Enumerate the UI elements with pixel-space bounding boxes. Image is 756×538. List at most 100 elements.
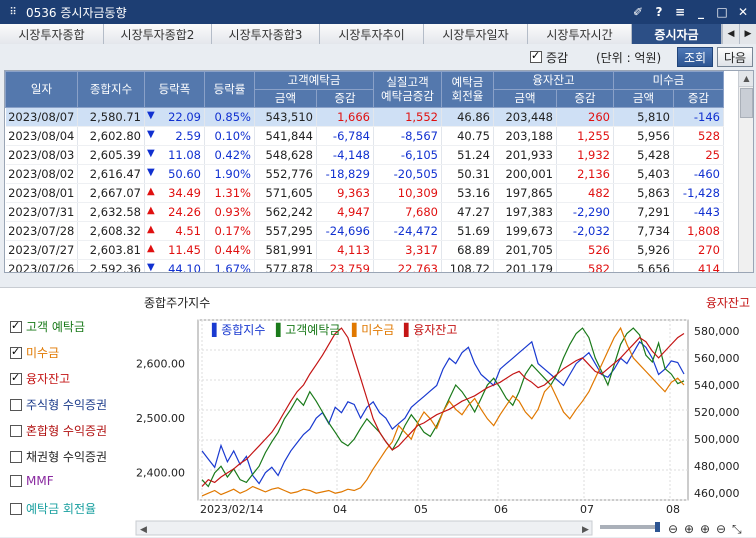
chart-hscrollbar <box>135 520 593 536</box>
series-checkbox[interactable] <box>10 371 22 385</box>
series-checkbox[interactable] <box>10 345 22 359</box>
grip-icon[interactable]: ⠿ <box>9 6 17 18</box>
help-icon[interactable]: ? <box>655 5 663 19</box>
table-row[interactable]: 2023/08/04 2,602.80 ▼ 2.59 0.10% 541,844 -6,78… <box>5 126 724 146</box>
table-cell: 203,188 <box>493 126 557 146</box>
series-checkbox[interactable] <box>10 319 22 333</box>
next-button[interactable]: 다음 <box>717 47 753 67</box>
col-unpaid-amount[interactable]: 금액 <box>613 89 674 108</box>
table-cell: ▼ 2.59 <box>144 126 205 146</box>
col-turnover[interactable]: 예탁금 회전율 <box>441 71 494 108</box>
maximize-icon[interactable]: □ <box>716 5 728 19</box>
close-icon[interactable]: ✕ <box>737 5 749 19</box>
col-date[interactable]: 일자 <box>5 71 78 108</box>
table-cell: ▲ 34.49 <box>144 183 205 203</box>
table-cell: 557,295 <box>254 221 317 241</box>
table-cell: 528 <box>673 126 724 146</box>
table-cell: -460 <box>673 164 724 184</box>
table-row[interactable]: 2023/08/03 2,605.39 ▼ 11.08 0.42% 548,628 -4,1… <box>5 145 724 165</box>
series-checkbox[interactable] <box>10 398 22 411</box>
tab-stock-funds[interactable]: 증시자금 <box>632 24 722 44</box>
table-row[interactable]: 2023/07/31 2,632.58 ▲ 24.26 0.93% 562,242 4,94… <box>5 202 724 222</box>
table-cell: -20,505 <box>373 164 442 184</box>
table-cell: 7,680 <box>373 202 442 222</box>
table-cell: ▼ 22.09 <box>144 107 205 127</box>
table-row[interactable]: 2023/08/07 2,580.71 ▼ 22.09 0.85% 543,510 1,66… <box>5 107 724 127</box>
zoom-tool-icon[interactable]: ⊖ <box>716 522 726 536</box>
scroll-up-icon[interactable]: ▲ <box>739 71 753 87</box>
table-cell: -2,032 <box>556 221 614 241</box>
table-cell: 200,001 <box>493 164 557 184</box>
search-button[interactable]: 조회 <box>677 47 713 67</box>
scroll-thumb[interactable] <box>740 88 753 118</box>
zoom-tool-icon[interactable]: ⊕ <box>700 522 710 536</box>
tab-market-summary-2[interactable]: 시장투자종합2 <box>104 24 212 44</box>
series-toggle[interactable]: 예탁금 회전율 <box>10 500 96 517</box>
tab-prev-icon[interactable]: ◀ <box>722 24 739 44</box>
col-deposit-delta[interactable]: 증감 <box>316 89 374 108</box>
col-credit-amount[interactable]: 금액 <box>493 89 557 108</box>
change-checkbox[interactable] <box>530 49 542 63</box>
table-cell: 2023/08/03 <box>5 145 78 165</box>
series-toggle[interactable]: 융자잔고 <box>10 370 70 387</box>
table-cell: ▲ 4.51 <box>144 221 205 241</box>
series-checkbox[interactable] <box>10 450 22 463</box>
down-arrow-icon: ▼ <box>147 167 155 178</box>
series-toggle[interactable]: MMF <box>10 474 54 488</box>
pin-icon[interactable]: ✐ <box>632 5 644 19</box>
col-real-deposit[interactable]: 실질고객 예탁금증감 <box>373 71 442 108</box>
line-chart[interactable]: 2023/02/14 04 05 06 07 08 2,600.00 2,500.00 2,40… <box>132 288 756 538</box>
table-cell: -6,105 <box>373 145 442 165</box>
tab-market-time[interactable]: 시장투자시간 <box>528 24 632 44</box>
table-row[interactable]: 2023/08/02 2,616.47 ▼ 50.60 1.90% 552,776 -18,… <box>5 164 724 184</box>
table-cell: 2,608.32 <box>77 221 145 241</box>
table-cell: 0.85% <box>204 107 255 127</box>
series-toggle[interactable]: 혼합형 수익증권 <box>10 422 107 439</box>
tab-market-daily[interactable]: 시장투자일자 <box>424 24 528 44</box>
series-label: 융자잔고 <box>26 372 71 386</box>
series-checkbox[interactable] <box>10 424 22 437</box>
series-checkbox[interactable] <box>10 475 22 487</box>
table-row[interactable]: 2023/07/28 2,608.32 ▲ 4.51 0.17% 557,295 -24,6… <box>5 221 724 241</box>
table-cell: 46.86 <box>441 107 494 127</box>
col-credit[interactable]: 융자잔고 <box>493 71 614 90</box>
col-index[interactable]: 종합지수 <box>77 71 145 108</box>
col-deposit-amount[interactable]: 금액 <box>254 89 317 108</box>
grid-scrollbar[interactable]: ▲ <box>738 71 753 272</box>
table-row[interactable]: 2023/07/27 2,603.81 ▲ 11.45 0.44% 581,991 4,11… <box>5 240 724 260</box>
chart-legend-entry: ▌융자잔고 <box>403 322 457 337</box>
tab-market-trend[interactable]: 시장투자추이 <box>320 24 424 44</box>
zoom-tool-icon[interactable]: ⤡ <box>732 522 742 536</box>
table-cell: 1,932 <box>556 145 614 165</box>
table-cell: ▲ 11.45 <box>144 240 205 260</box>
col-deposit[interactable]: 고객예탁금 <box>254 71 374 90</box>
series-toggle[interactable]: 고객 예탁금 <box>10 318 85 335</box>
tab-market-summary-3[interactable]: 시장투자종합3 <box>212 24 320 44</box>
series-toggle[interactable]: 주식형 수익증권 <box>10 396 107 413</box>
menu-icon[interactable]: ≡ <box>674 5 686 19</box>
minimize-icon[interactable]: _ <box>698 5 704 19</box>
col-credit-delta[interactable]: 증감 <box>556 89 614 108</box>
tab-market-summary[interactable]: 시장투자종합 <box>0 24 104 44</box>
table-cell: 2,602.80 <box>77 126 145 146</box>
col-rate[interactable]: 등락률 <box>204 71 255 108</box>
up-arrow-icon: ▲ <box>147 243 155 254</box>
chart-legend-entry: ▌고객예탁금 <box>275 322 340 337</box>
zoom-tool-icon[interactable]: ⊖ <box>668 522 678 536</box>
table-row[interactable]: 2023/08/01 2,667.07 ▲ 34.49 1.31% 571,605 9,36… <box>5 183 724 203</box>
down-arrow-icon: ▼ <box>147 110 155 121</box>
tab-bar: 시장투자종합 시장투자종합2 시장투자종합3 시장투자추이 시장투자일자 시장투… <box>0 24 756 44</box>
series-toggle[interactable]: 채권형 수익증권 <box>10 448 107 465</box>
col-change[interactable]: 등락폭 <box>144 71 205 108</box>
table-cell: 0.93% <box>204 202 255 222</box>
col-unpaid[interactable]: 미수금 <box>613 71 724 90</box>
series-label: 채권형 수익증권 <box>26 450 108 464</box>
table-cell: 47.27 <box>441 202 494 222</box>
col-unpaid-delta[interactable]: 증감 <box>673 89 724 108</box>
table-row[interactable]: 2023/07/26 2,592.36 ▼ 44.10 1.67% 577,878 23,7… <box>5 259 724 272</box>
zoom-tool-icon[interactable]: ⊕ <box>684 522 694 536</box>
series-toggle[interactable]: 미수금 <box>10 344 59 361</box>
series-checkbox[interactable] <box>10 502 22 515</box>
tab-next-icon[interactable]: ▶ <box>739 24 756 44</box>
table-cell: 0.42% <box>204 145 255 165</box>
